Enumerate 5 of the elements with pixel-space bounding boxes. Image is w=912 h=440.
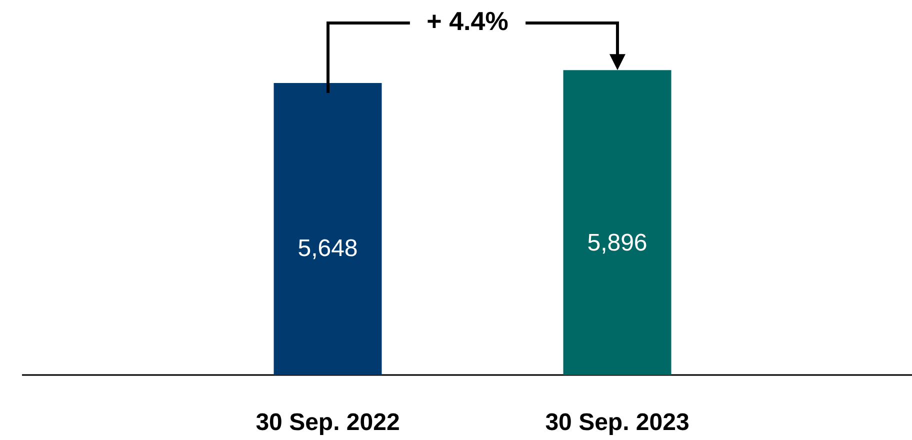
data-label: 5,896 [587,230,648,257]
x-tick-label: 30 Sep. 2023 [545,409,690,436]
data-label: 5,648 [298,235,358,262]
x-tick-label: 30 Sep. 2022 [256,409,400,436]
text: + 4.4% [426,6,508,36]
